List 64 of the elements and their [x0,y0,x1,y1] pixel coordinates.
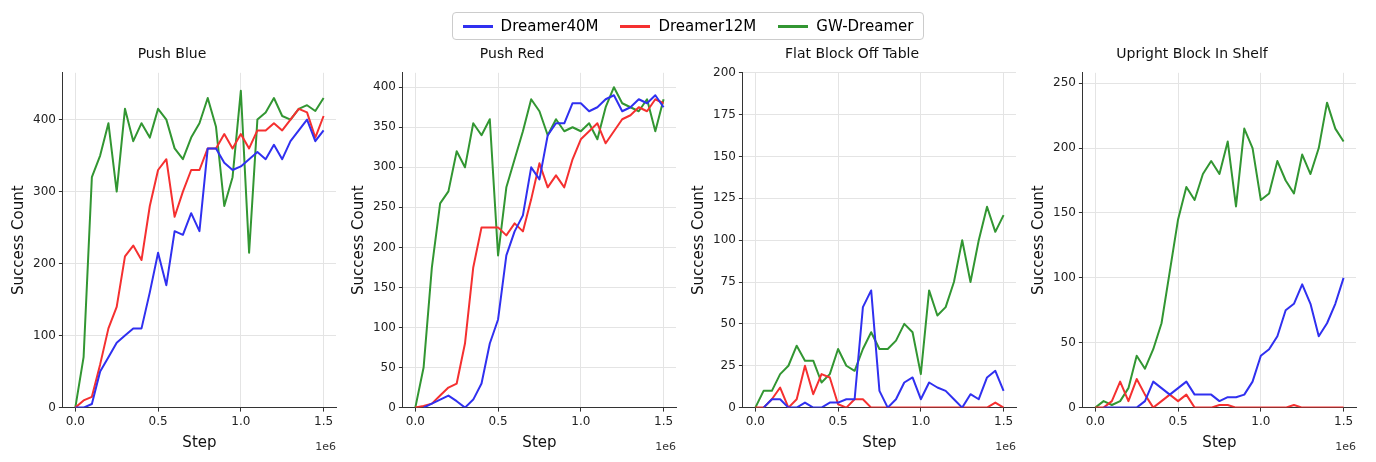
y-axis-title: Success Count [688,185,707,296]
y-axis-title: Success Count [348,185,367,296]
x-tick-label: 0.5 [1168,413,1188,428]
y-tick-label: 0 [728,399,736,414]
y-tick-label: 50 [380,359,396,374]
y-tick-label: 125 [713,190,736,205]
x-axis-title: Step [522,432,557,451]
x-axis-title: Step [862,432,897,451]
y-axis-title: Success Count [1028,185,1047,296]
chart-title: Push Red [479,45,545,62]
x-axis-title: Step [1202,432,1237,451]
chart-title: Upright Block In Shelf [1116,45,1269,62]
x-tick-label: 1.0 [571,413,591,428]
chart-title: Flat Block Off Table [784,45,920,62]
y-tick-label: 250 [373,199,396,214]
y-tick-label: 400 [33,111,56,126]
y-tick-label: 150 [373,279,396,294]
y-tick-label: 0 [1068,399,1076,414]
x-tick-label: 1.5 [1334,413,1354,428]
y-tick-label: 100 [33,327,56,342]
y-tick-label: 300 [373,159,396,174]
x-tick-label: 0.0 [65,413,85,428]
y-tick-label: 75 [720,274,736,289]
legend-label: GW-Dreamer [816,17,914,35]
x-tick-label: 1.0 [231,413,251,428]
y-tick-label: 150 [1053,205,1076,220]
y-tick-label: 100 [373,319,396,334]
text: 1e6 [655,440,676,454]
x-tick-label: 0.5 [148,413,168,428]
y-tick-label: 200 [373,239,396,254]
y-tick-label: 0 [388,399,396,414]
chart-title: Push Blue [137,45,207,62]
x-tick-label: 1.5 [654,413,674,428]
text: 1e6 [1335,440,1356,454]
y-tick-label: 400 [373,79,396,94]
x-axis-title: Step [182,432,217,451]
x-tick-label: 0.0 [745,413,765,428]
x-tick-label: 0.0 [1085,413,1105,428]
y-tick-label: 300 [33,183,56,198]
x-tick-label: 0.5 [488,413,508,428]
y-tick-label: 100 [1053,269,1076,284]
text: 1e6 [995,440,1016,454]
y-tick-label: 350 [373,119,396,134]
x-tick-label: 0.5 [828,413,848,428]
y-tick-label: 200 [713,64,736,79]
y-tick-label: 50 [720,316,736,331]
y-tick-label: 250 [1053,75,1076,90]
x-tick-label: 0.0 [405,413,425,428]
y-axis-title: Success Count [8,185,27,296]
x-tick-label: 1.0 [1251,413,1271,428]
y-tick-label: 100 [713,232,736,247]
y-tick-label: 200 [33,255,56,270]
y-tick-label: 50 [1060,334,1076,349]
x-tick-label: 1.0 [911,413,931,428]
y-tick-label: 200 [1053,140,1076,155]
y-tick-label: 150 [713,148,736,163]
x-tick-label: 1.5 [314,413,334,428]
y-tick-label: 0 [48,399,56,414]
y-tick-label: 25 [720,357,736,372]
legend-label: Dreamer12M [658,17,757,35]
text: 1e6 [315,440,336,454]
legend-label: Dreamer40M [500,17,599,35]
y-tick-label: 175 [713,106,736,121]
x-tick-label: 1.5 [994,413,1014,428]
